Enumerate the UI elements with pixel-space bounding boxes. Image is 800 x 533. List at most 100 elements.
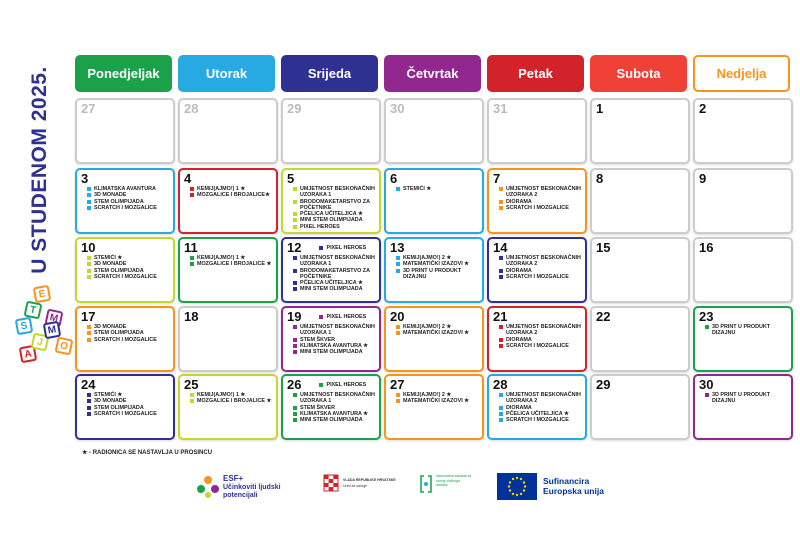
cell-top: 3 — [81, 172, 169, 186]
activity: SCRATCH I MOZGALICE — [499, 343, 581, 349]
cell-top: 10 — [81, 241, 169, 255]
day-number: 31 — [493, 101, 508, 116]
bullet — [293, 405, 297, 410]
day-number: 22 — [596, 309, 611, 324]
cell-top: 27 — [390, 378, 478, 392]
activity: BRODOMAKETARSTVO ZA POČETNIKE — [293, 199, 375, 212]
day-cell: 2 — [693, 98, 793, 164]
day-number: 4 — [184, 171, 192, 186]
activity: STEMIĆI ★ — [87, 392, 169, 398]
bullet — [190, 262, 194, 267]
cell-top: 21 — [493, 310, 581, 324]
day-cell: 26 PIXEL HEROES UMJETNOST BESKONAČNIH UZOR… — [281, 374, 381, 440]
gov-text: Ured za udruge — [343, 484, 368, 488]
day-cell: 29 — [590, 374, 690, 440]
day-number: 29 — [596, 377, 611, 392]
activity-text: UMJETNOST BESKONAČNIH UZORAKA 2 — [506, 324, 581, 337]
bullet — [293, 187, 297, 191]
activity: MINI STEM OLIMPIJADA — [293, 217, 375, 223]
day-number: 25 — [184, 377, 199, 392]
activity: SCRATCH I MOZGALICE — [499, 417, 581, 423]
day-cell: 20 KEMIJ(AJMO!) 2 ★ MATEMATIČKI IZAZOVI ★ — [384, 306, 484, 372]
day-cell: 1 — [590, 98, 690, 164]
activity: 3D MONADE — [87, 324, 169, 330]
day-cell: 29 — [281, 98, 381, 164]
bullet — [87, 331, 91, 336]
bullet — [319, 245, 324, 250]
activity: MINI STEM OLIMPIJADA — [293, 286, 375, 292]
day-header: Petak — [487, 55, 584, 92]
activity: 3D MONADE — [87, 398, 169, 404]
day-number: 14 — [493, 240, 508, 255]
cell-top: 29 — [596, 378, 684, 392]
day-cell: 19 PIXEL HEROES UMJETNOST BESKONAČNIH UZOR… — [281, 306, 381, 372]
bullet — [499, 268, 503, 273]
activity-text: STEMIĆI ★ — [94, 255, 123, 261]
activity-text: MINI STEM OLIMPIJADA — [300, 417, 363, 424]
footnote: ★ - RADIONICA SE NASTAVLJA U PROSINCU — [82, 450, 213, 456]
cell-top: 1 — [596, 102, 684, 116]
activity-text: KLIMATSKA AVANTURA ★ — [300, 410, 369, 417]
bullet — [499, 256, 503, 260]
activity-text: UMJETNOST BESKONAČNIH UZORAKA 2 — [506, 186, 581, 199]
activity: MOZGALICE I BROJALICE★ — [190, 192, 272, 198]
day-number: 27 — [81, 101, 96, 116]
day-cell: 14 UMJETNOST BESKONAČNIH UZORAKA 2 DIORAMA… — [487, 237, 587, 303]
day-cell: 30 3D PRINT U PRODUKT DIZAJNU — [693, 374, 793, 440]
cell-top: 31 — [493, 102, 581, 116]
activity: DIORAMA — [499, 268, 581, 274]
activity: MINI STEM OLIMPIJADA — [293, 349, 375, 355]
activity: STEM ŠKVER — [293, 405, 375, 411]
bullet — [87, 337, 91, 342]
day-number: 9 — [699, 171, 707, 186]
activity: KEMIJ(AJMO!) 2 ★ — [396, 392, 478, 398]
activity: 3D PRINT U PRODUKT DIZAJNU — [396, 268, 478, 281]
activity-text: PČELICA UČITELJICA ★ — [300, 211, 363, 218]
bullet — [499, 325, 503, 329]
bullet — [190, 399, 194, 404]
day-number: 28 — [493, 377, 508, 392]
bullet — [396, 399, 400, 404]
activity-text: 3D PRINT U PRODUKT DIZAJNU — [712, 324, 771, 337]
activity: MATEMATIČKI IZAZOVI ★ — [396, 261, 478, 267]
day-cell: 25 KEMIJ(AJMO!) 1 ★ MOZGALICE I BROJALICE … — [178, 374, 278, 440]
bullet — [293, 325, 297, 329]
activity-text: SCRATCH I MOZGALICE — [94, 273, 157, 280]
day-number: 26 — [287, 377, 302, 392]
cell-top: 17 — [81, 310, 169, 324]
bullet — [293, 256, 297, 260]
activity-text: MOZGALICE I BROJALICE ★ — [197, 261, 272, 268]
day-cell: 30 — [384, 98, 484, 164]
activity-text: UMJETNOST BESKONAČNIH UZORAKA 1 — [300, 186, 375, 199]
activity: PIXEL HEROES — [319, 245, 366, 251]
bullet — [87, 199, 91, 204]
day-number: 12 — [287, 240, 302, 255]
activity-text: STEM OLIMPIJADA — [94, 198, 144, 205]
activity-text: DIORAMA — [506, 198, 532, 205]
bullet — [705, 393, 709, 397]
cell-top: 30 — [699, 378, 787, 392]
day-cell: 10 STEMIĆI ★ 3D MONADE STEM OLIMPIJADA SCRAT… — [75, 237, 175, 303]
activity-text: MATEMATIČKI IZAZOVI ★ — [403, 330, 470, 337]
cell-top: 20 — [390, 310, 478, 324]
activity-text: UMJETNOST BESKONAČNIH UZORAKA 1 — [300, 392, 375, 405]
bullet — [396, 268, 400, 273]
activity: SCRATCH I MOZGALICE — [87, 411, 169, 417]
bullet — [499, 274, 503, 279]
activity-text: KEMIJ(AJMO!) 1 ★ — [197, 186, 246, 192]
activity: STEM OLIMPIJADA — [87, 405, 169, 411]
day-number: 2 — [699, 101, 707, 116]
eu-flag — [497, 473, 537, 500]
activity-text: PČELICA UČITELJICA ★ — [300, 280, 363, 287]
day-header: Četvrtak — [384, 55, 481, 92]
activity-text: PIXEL HEROES — [326, 313, 367, 320]
activity-text: SCRATCH I MOZGALICE — [94, 410, 157, 417]
bullet — [396, 331, 400, 336]
cell-top: 6 — [390, 172, 478, 186]
activity: UMJETNOST BESKONAČNIH UZORAKA 1 — [293, 392, 375, 405]
activity: UMJETNOST BESKONAČNIH UZORAKA 1 — [293, 324, 375, 337]
activity: KLIMATSKA AVANTURA ★ — [293, 343, 375, 349]
activity: UMJETNOST BESKONAČNIH UZORAKA 2 — [499, 392, 581, 405]
cell-top: 9 — [699, 172, 787, 186]
activity-text: 3D MONADE — [94, 192, 127, 199]
